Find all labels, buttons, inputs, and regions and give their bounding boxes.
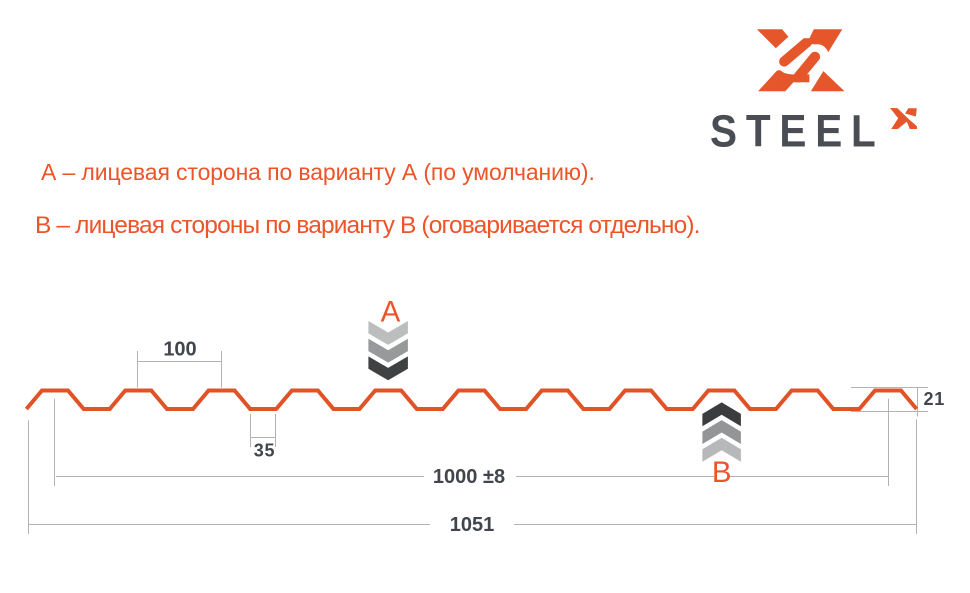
svg-text:1051: 1051 (450, 514, 495, 536)
svg-text:21: 21 (924, 389, 946, 409)
svg-text:1000 ±8: 1000 ±8 (433, 466, 505, 488)
svg-text:35: 35 (254, 441, 276, 461)
svg-text:100: 100 (163, 339, 196, 361)
svg-text:А: А (381, 295, 401, 328)
svg-text:В – лицевая стороны по вариант: В – лицевая стороны по варианту В (огова… (35, 212, 700, 239)
svg-text:В: В (712, 456, 732, 489)
svg-text:STEEL: STEEL (710, 106, 885, 156)
svg-text:А – лицевая сторона по вариант: А – лицевая сторона по варианту А (по ум… (41, 159, 595, 185)
